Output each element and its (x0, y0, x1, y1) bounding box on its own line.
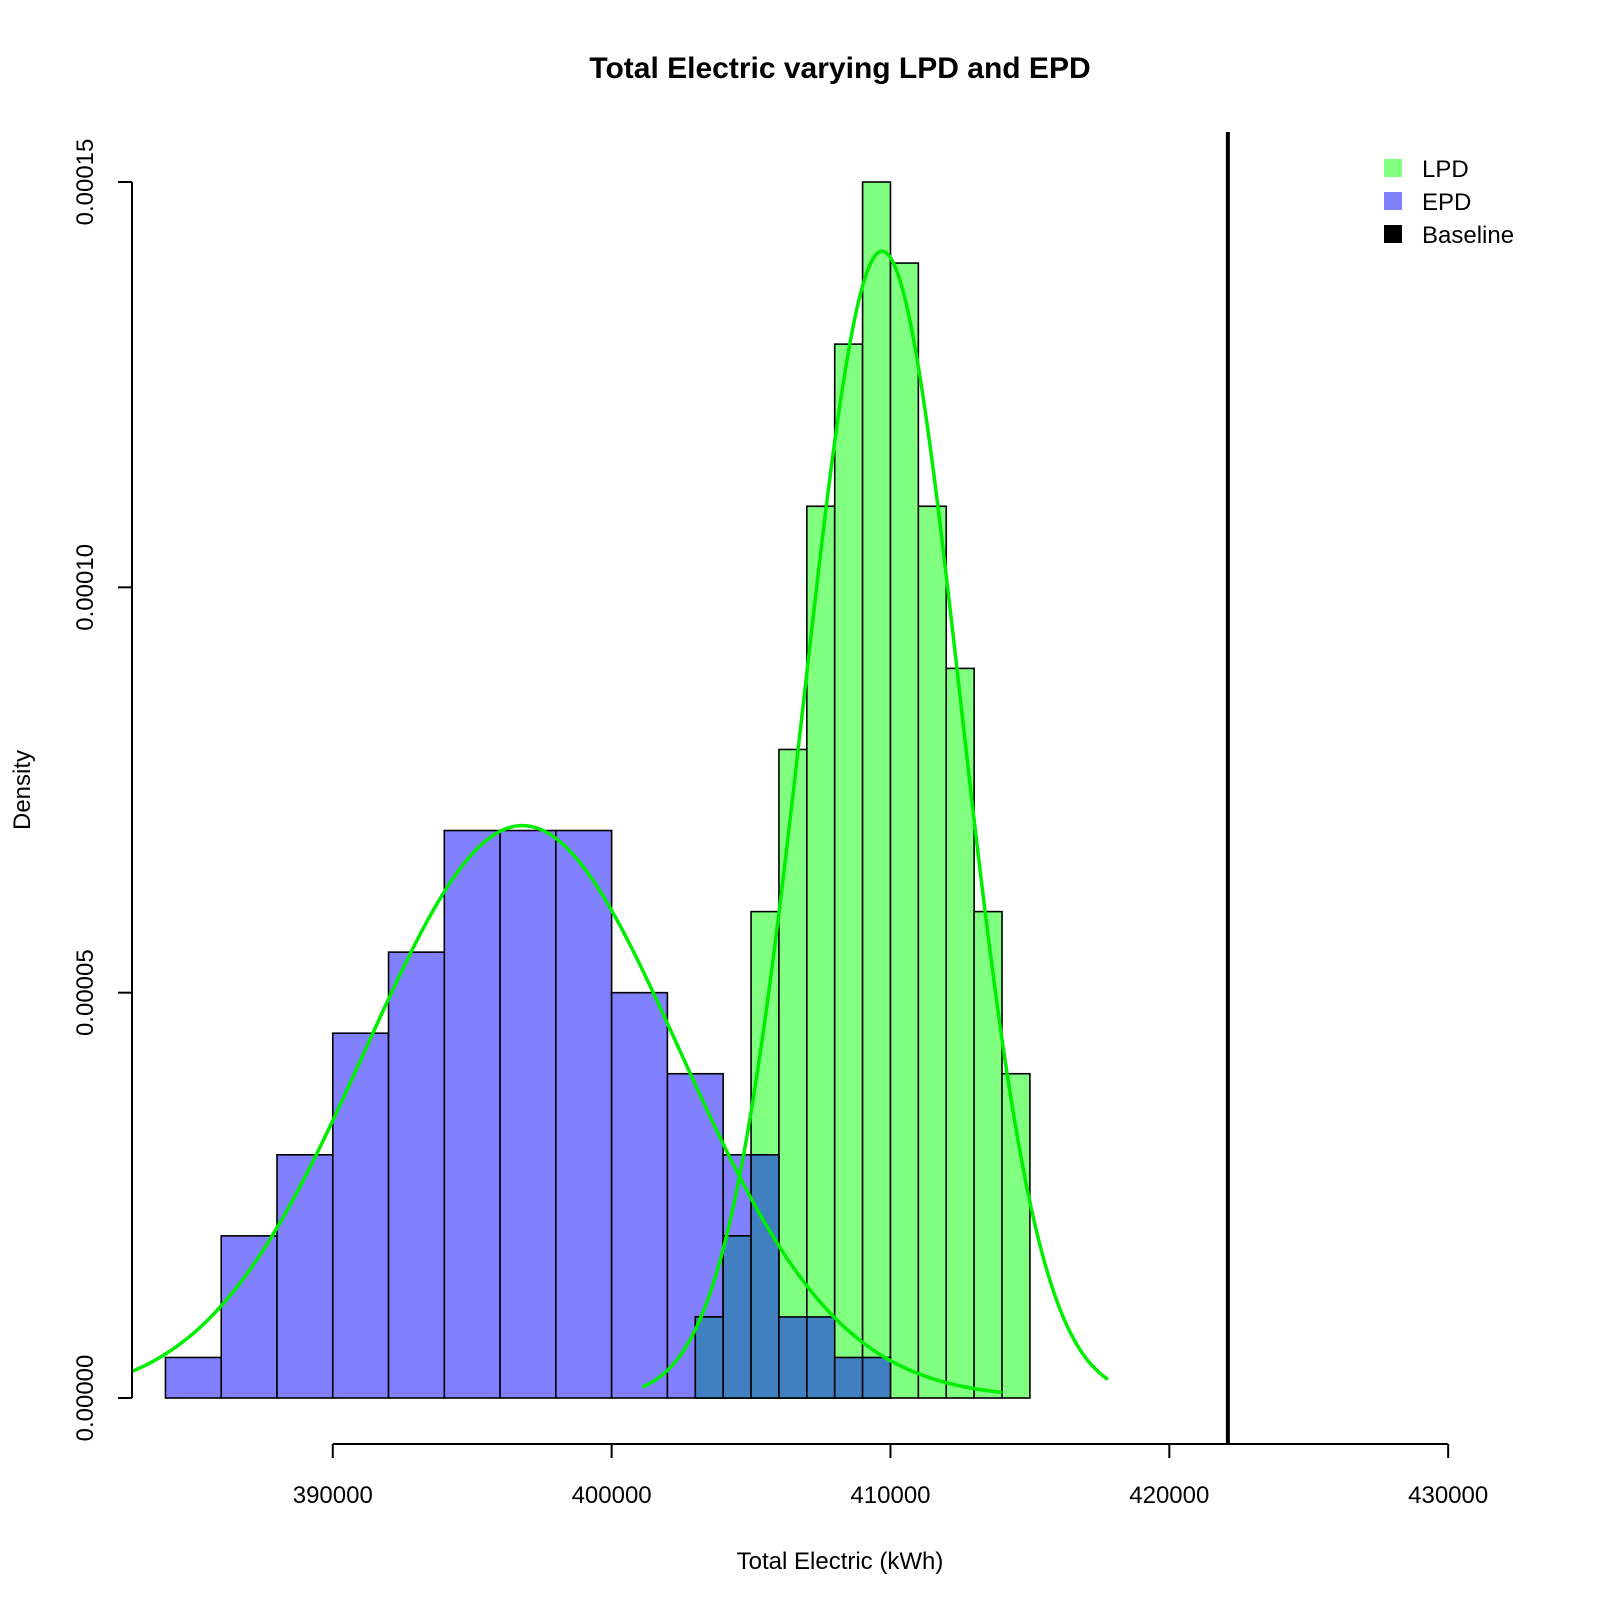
y-tick-label: 0.00005 (72, 949, 99, 1036)
chart-title: Total Electric varying LPD and EPD (589, 52, 1090, 85)
epd-bar-8 (610, 991, 669, 1399)
lpd-bar-3 (778, 748, 808, 1399)
epd-density-curve (131, 823, 1003, 1395)
x-tick-label: 420000 (1129, 1482, 1209, 1509)
lpd-bar-8 (917, 505, 948, 1399)
lpd-bar-10 (973, 910, 1003, 1399)
legend-swatch-lpd (1384, 159, 1402, 177)
lpd-bar-7 (889, 262, 920, 1399)
legend-swatch-epd (1384, 192, 1402, 210)
legend: LPD EPD Baseline (1384, 156, 1514, 249)
overlap-bar-2 (750, 1154, 780, 1399)
overlap-bar-0 (694, 1316, 724, 1399)
legend-label-baseline: Baseline (1422, 222, 1514, 249)
overlap-bar-6 (861, 1356, 892, 1399)
legend-swatch-baseline (1384, 225, 1402, 243)
epd-bar-1 (220, 1235, 278, 1399)
y-axis-label: Density (9, 750, 36, 830)
epd-bar-6 (499, 829, 557, 1399)
x-tick-label: 410000 (850, 1482, 930, 1509)
lpd-bar-5 (833, 343, 864, 1399)
lpd-bar-6 (861, 181, 892, 1399)
y-axis: 0.00000 0.00005 0.00010 0.00015 (72, 139, 133, 1442)
lpd-bar-4 (806, 505, 836, 1399)
x-axis-label: Total Electric (kWh) (737, 1548, 944, 1575)
lpd-density-curve (641, 249, 1109, 1389)
epd-bars (164, 829, 892, 1399)
y-tick-label: 0.00010 (72, 544, 99, 631)
x-tick-label: 400000 (572, 1482, 652, 1509)
epd-bar-0 (164, 1356, 223, 1399)
y-tick-label: 0.00015 (72, 139, 99, 226)
epd-bar-4 (387, 951, 446, 1399)
overlap-bar-3 (778, 1316, 808, 1399)
epd-bar-7 (555, 829, 613, 1399)
overlap-bar-1 (722, 1235, 752, 1399)
epd-bar-2 (276, 1154, 334, 1399)
lpd-bars (694, 181, 1031, 1399)
overlap-bar-5 (833, 1356, 864, 1399)
x-tick-label: 430000 (1408, 1482, 1488, 1509)
legend-label-lpd: LPD (1422, 156, 1469, 183)
epd-bar-5 (443, 829, 501, 1399)
epd-bar-3 (331, 1032, 390, 1399)
overlap-bars (694, 1154, 892, 1399)
density-curves (131, 249, 1109, 1395)
overlap-bar-4 (806, 1316, 836, 1399)
y-tick-label: 0.00000 (72, 1355, 99, 1442)
legend-label-epd: EPD (1422, 189, 1471, 216)
x-axis: 390000 400000 410000 420000 430000 (293, 1443, 1488, 1509)
x-tick-label: 390000 (293, 1482, 373, 1509)
